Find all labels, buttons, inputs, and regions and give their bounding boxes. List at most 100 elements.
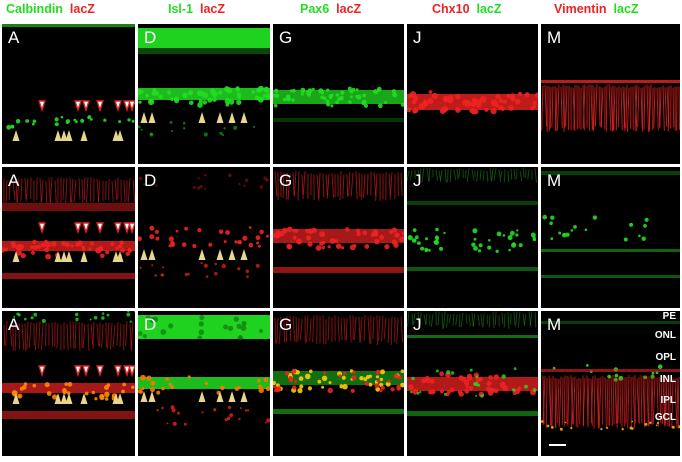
fiber (570, 377, 574, 429)
cell-body (656, 422, 659, 425)
fiber (620, 87, 623, 131)
fiber (482, 170, 485, 181)
yellow-arrowhead-marker (80, 251, 88, 262)
cell-body (362, 230, 367, 236)
fiber (383, 317, 387, 340)
cell-body (542, 214, 547, 220)
cell-body (550, 426, 554, 429)
cell-body (146, 173, 150, 177)
fiber (625, 84, 628, 129)
cell-body (221, 133, 224, 137)
cell-body (224, 97, 231, 105)
cell-body (90, 241, 94, 246)
cell-body (138, 100, 142, 104)
cell-body (259, 329, 263, 333)
column-header-vimentin: Vimentin lacZ (554, 2, 639, 22)
cell-body (607, 374, 612, 379)
fiber (316, 174, 320, 199)
cell-body (168, 323, 174, 329)
panel-letter: A (8, 28, 20, 47)
fiber (575, 378, 578, 427)
fiber (561, 377, 564, 425)
cell-body (212, 97, 217, 102)
fiber (440, 169, 443, 180)
cell-body (380, 369, 385, 375)
cell-body (44, 247, 50, 253)
cell-body (242, 235, 248, 241)
cell-body (364, 103, 369, 108)
cell-body (512, 390, 517, 396)
cell-body (224, 86, 230, 93)
fiber (82, 324, 86, 349)
fiber (65, 177, 68, 206)
fiber (51, 322, 54, 347)
cell-body (530, 106, 534, 111)
cell-body (438, 246, 444, 251)
fiber (363, 315, 366, 341)
cell-body (75, 120, 78, 124)
micrograph-panel: D (138, 167, 270, 308)
cell-body (512, 388, 516, 392)
cell-body (238, 182, 241, 186)
micrograph-image (2, 311, 135, 419)
cell-body (475, 394, 478, 397)
fiber (640, 375, 643, 424)
cell-body (246, 275, 249, 278)
fiber (604, 377, 607, 429)
yellow-arrowhead-marker (216, 112, 224, 123)
cell-body (327, 387, 333, 394)
fiber (287, 173, 291, 200)
fiber (665, 375, 668, 424)
cell-body (450, 371, 455, 375)
red-arrowhead-marker (128, 100, 135, 113)
micrograph-image (273, 86, 404, 122)
fiber (274, 171, 278, 197)
fiber (423, 314, 427, 326)
cell-body (209, 88, 216, 95)
fiber (409, 170, 413, 180)
cell-body (678, 425, 680, 429)
cell-body (219, 131, 223, 135)
cell-body (606, 426, 609, 429)
cell-body (275, 383, 280, 388)
cell-body (156, 409, 159, 412)
cell-body (339, 96, 344, 100)
fiber (636, 378, 640, 424)
cell-body (473, 237, 477, 241)
micrograph-image (541, 80, 680, 132)
cell-body (258, 387, 264, 394)
fiber (582, 377, 586, 426)
cell-body (291, 98, 295, 102)
tissue-band (273, 90, 404, 104)
fiber (476, 170, 479, 182)
cell-body (255, 263, 260, 268)
fiber (407, 311, 410, 327)
cell-bodies (138, 120, 256, 137)
cell-body (139, 266, 142, 269)
cell-body (488, 239, 491, 242)
micrograph-panel: M (541, 24, 680, 164)
panel-letter: D (144, 171, 157, 190)
cell-body (199, 315, 205, 320)
cell-body (347, 86, 352, 91)
fiber (617, 378, 620, 424)
cell-body (223, 127, 226, 130)
cell-body (306, 92, 311, 97)
cell-bodies (541, 420, 680, 431)
cell-body (305, 373, 311, 380)
column-header-chx10: Chx10 lacZ (432, 2, 502, 22)
fiber (116, 321, 119, 346)
cell-body (158, 94, 163, 100)
fiber (593, 375, 596, 429)
cell-body (155, 184, 158, 187)
fiber (610, 86, 614, 132)
cell-body (355, 88, 359, 92)
red-arrowhead-marker (114, 100, 122, 113)
cell-body (93, 315, 98, 320)
tissue-band (2, 203, 135, 211)
cell-body (532, 237, 537, 242)
cell-bodies (138, 374, 270, 395)
fiber (411, 313, 414, 325)
cell-body (524, 92, 530, 98)
tissue-band (138, 28, 270, 48)
